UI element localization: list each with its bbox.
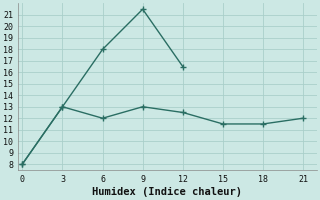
X-axis label: Humidex (Indice chaleur): Humidex (Indice chaleur): [92, 186, 243, 197]
